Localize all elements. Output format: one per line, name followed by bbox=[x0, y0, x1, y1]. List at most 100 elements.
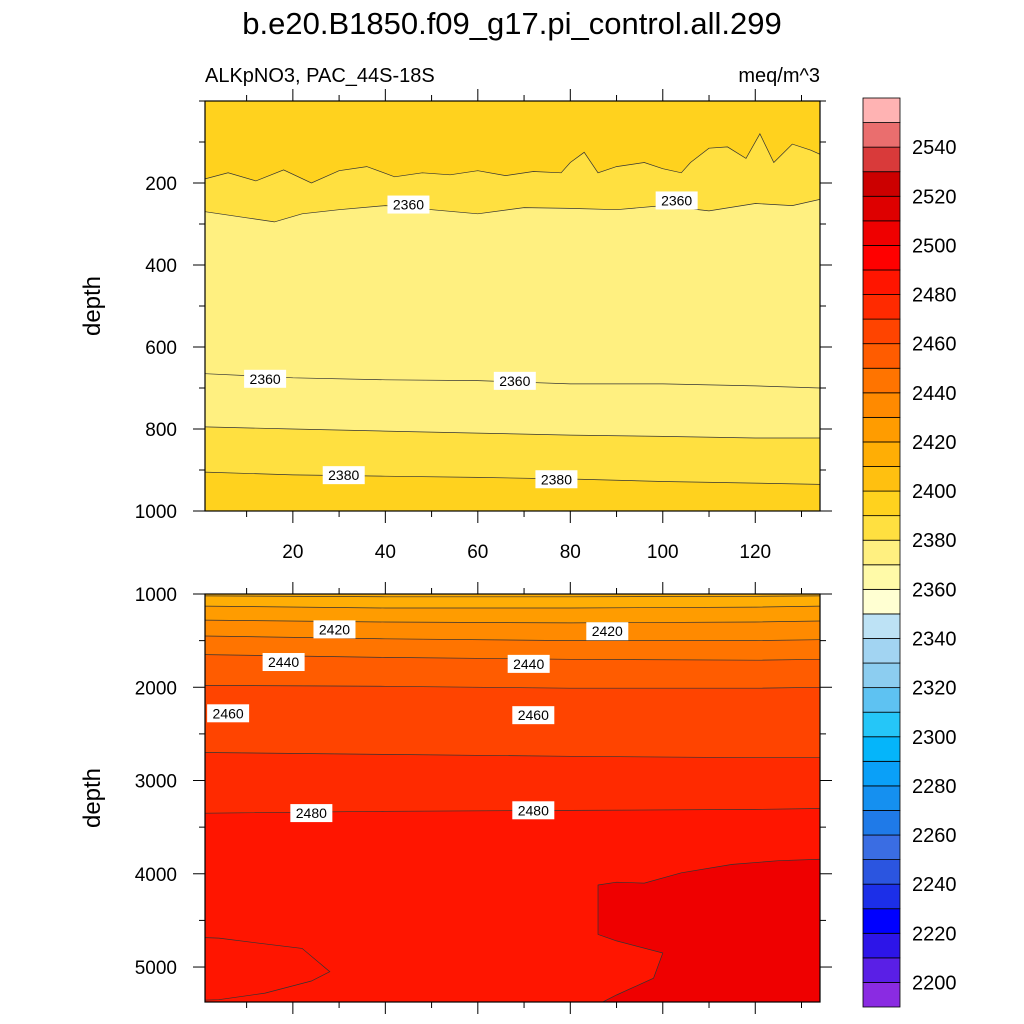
colorbar-label: 2260 bbox=[912, 825, 957, 847]
y-tick-label: 1000 bbox=[135, 502, 177, 523]
colorbar-label: 2340 bbox=[912, 628, 957, 650]
colorbar-swatch bbox=[862, 638, 901, 664]
contour-line bbox=[205, 133, 820, 184]
colorbar-swatch bbox=[862, 269, 901, 295]
contour-label: 2440 bbox=[507, 654, 550, 673]
colorbar-label: 2440 bbox=[912, 383, 957, 405]
contour-label-text: 2360 bbox=[250, 371, 281, 387]
contour-line bbox=[205, 426, 820, 439]
chart-title: b.e20.B1850.f09_g17.pi_control.all.299 bbox=[242, 6, 782, 41]
contour-label: 2360 bbox=[387, 195, 430, 214]
contour-line bbox=[205, 471, 820, 485]
colorbar-swatch bbox=[862, 490, 901, 517]
colorbar-swatch bbox=[862, 613, 901, 639]
colorbar-swatch bbox=[862, 859, 901, 885]
colorbar-swatch bbox=[862, 318, 901, 345]
contour-label: 2360 bbox=[493, 371, 536, 390]
colorbar-swatch bbox=[862, 515, 901, 541]
colorbar-swatch bbox=[862, 932, 901, 959]
colorbar-label: 2240 bbox=[912, 874, 957, 896]
contour-label: 2360 bbox=[655, 191, 698, 210]
colorbar-label: 2360 bbox=[912, 579, 957, 601]
colorbar-swatch bbox=[862, 441, 901, 467]
colorbar-label: 2520 bbox=[912, 186, 957, 208]
colorbar-label: 2540 bbox=[912, 137, 957, 159]
contour-line bbox=[205, 654, 820, 661]
y-tick-label: 400 bbox=[145, 256, 177, 277]
colorbar-swatch bbox=[862, 245, 901, 271]
y-tick-label: 3000 bbox=[135, 772, 177, 793]
contour-label: 2420 bbox=[313, 620, 356, 639]
x-tick-label: 120 bbox=[739, 542, 771, 563]
colorbar-label: 2320 bbox=[912, 678, 957, 700]
colorbar-label: 2280 bbox=[912, 776, 957, 798]
x-tick-label: 100 bbox=[647, 542, 679, 563]
units-label: meq/m^3 bbox=[738, 65, 820, 87]
colorbar-swatch bbox=[862, 810, 901, 836]
colorbar-label: 2500 bbox=[912, 235, 957, 257]
colorbar-swatch bbox=[862, 539, 901, 566]
contour-line bbox=[205, 937, 331, 1001]
upper-contour-fill bbox=[205, 101, 820, 511]
x-tick-label: 80 bbox=[560, 542, 581, 563]
contour-region bbox=[205, 937, 330, 1001]
contour-label-text: 2460 bbox=[213, 705, 244, 721]
lower-contour-fill bbox=[205, 594, 820, 1002]
contour-line bbox=[205, 605, 820, 609]
colorbar-label: 2480 bbox=[912, 285, 957, 307]
contour-label-text: 2440 bbox=[513, 656, 544, 672]
colorbar-swatch bbox=[862, 220, 901, 246]
contour-label: 2480 bbox=[512, 801, 555, 820]
y-tick-label: 1000 bbox=[135, 585, 177, 606]
colorbar-swatch bbox=[862, 343, 901, 369]
colorbar-swatch bbox=[862, 416, 901, 443]
colorbar-swatch bbox=[862, 294, 901, 320]
y-axis-label: depth bbox=[79, 768, 106, 828]
x-tick-label: 40 bbox=[375, 542, 396, 563]
contour-label-text: 2420 bbox=[592, 623, 623, 639]
colorbar-swatch bbox=[862, 146, 901, 173]
colorbar-swatch bbox=[862, 392, 901, 418]
contour-label: 2440 bbox=[262, 653, 305, 672]
colorbar-swatch bbox=[862, 171, 901, 197]
contour-label-text: 2360 bbox=[499, 373, 530, 389]
contour-label-text: 2360 bbox=[393, 197, 424, 213]
colorbar-swatch bbox=[862, 466, 901, 492]
x-tick-label: 60 bbox=[467, 542, 488, 563]
contour-label: 2360 bbox=[244, 369, 287, 388]
colorbar-label: 2380 bbox=[912, 530, 957, 552]
contour-line bbox=[205, 752, 820, 759]
colorbar-swatch bbox=[862, 785, 901, 811]
contour-line bbox=[205, 199, 820, 223]
contour-label: 2380 bbox=[322, 466, 365, 485]
contour-region bbox=[205, 472, 820, 511]
variable-label: ALKpNO3, PAC_44S-18S bbox=[205, 65, 435, 87]
colorbar-swatch bbox=[862, 883, 901, 910]
y-tick-label: 4000 bbox=[135, 865, 177, 886]
contour-label-text: 2440 bbox=[268, 654, 299, 670]
colorbar-swatch bbox=[862, 367, 901, 394]
colorbar-swatch bbox=[862, 957, 901, 983]
contour-label: 2460 bbox=[512, 706, 555, 725]
lower-panel: 2420 2420 2440 2440 2460 2460 2480 2480 1000 2000… bbox=[79, 582, 832, 1014]
y-tick-label: 2000 bbox=[135, 678, 177, 699]
colorbar-swatch bbox=[862, 97, 901, 123]
colorbar-swatch bbox=[862, 908, 901, 934]
contour-label: 2460 bbox=[207, 704, 250, 723]
contour-line bbox=[597, 858, 820, 1002]
colorbar: 2200 2220 2240 2260 2280 2300 2320 2340 2360 2380… bbox=[862, 97, 957, 1008]
contour-label-text: 2380 bbox=[541, 471, 572, 487]
contour-label-text: 2460 bbox=[518, 707, 549, 723]
x-tick-label: 20 bbox=[282, 542, 303, 563]
colorbar-swatch bbox=[862, 711, 901, 738]
contour-line bbox=[205, 685, 820, 689]
contour-label: 2380 bbox=[535, 470, 578, 489]
colorbar-swatch bbox=[862, 834, 901, 860]
colorbar-swatch bbox=[862, 564, 901, 590]
contour-region bbox=[598, 859, 820, 1002]
contour-line bbox=[205, 595, 820, 598]
colorbar-swatch bbox=[862, 588, 901, 615]
y-tick-label: 600 bbox=[145, 338, 177, 359]
contour-label-text: 2420 bbox=[319, 621, 350, 637]
